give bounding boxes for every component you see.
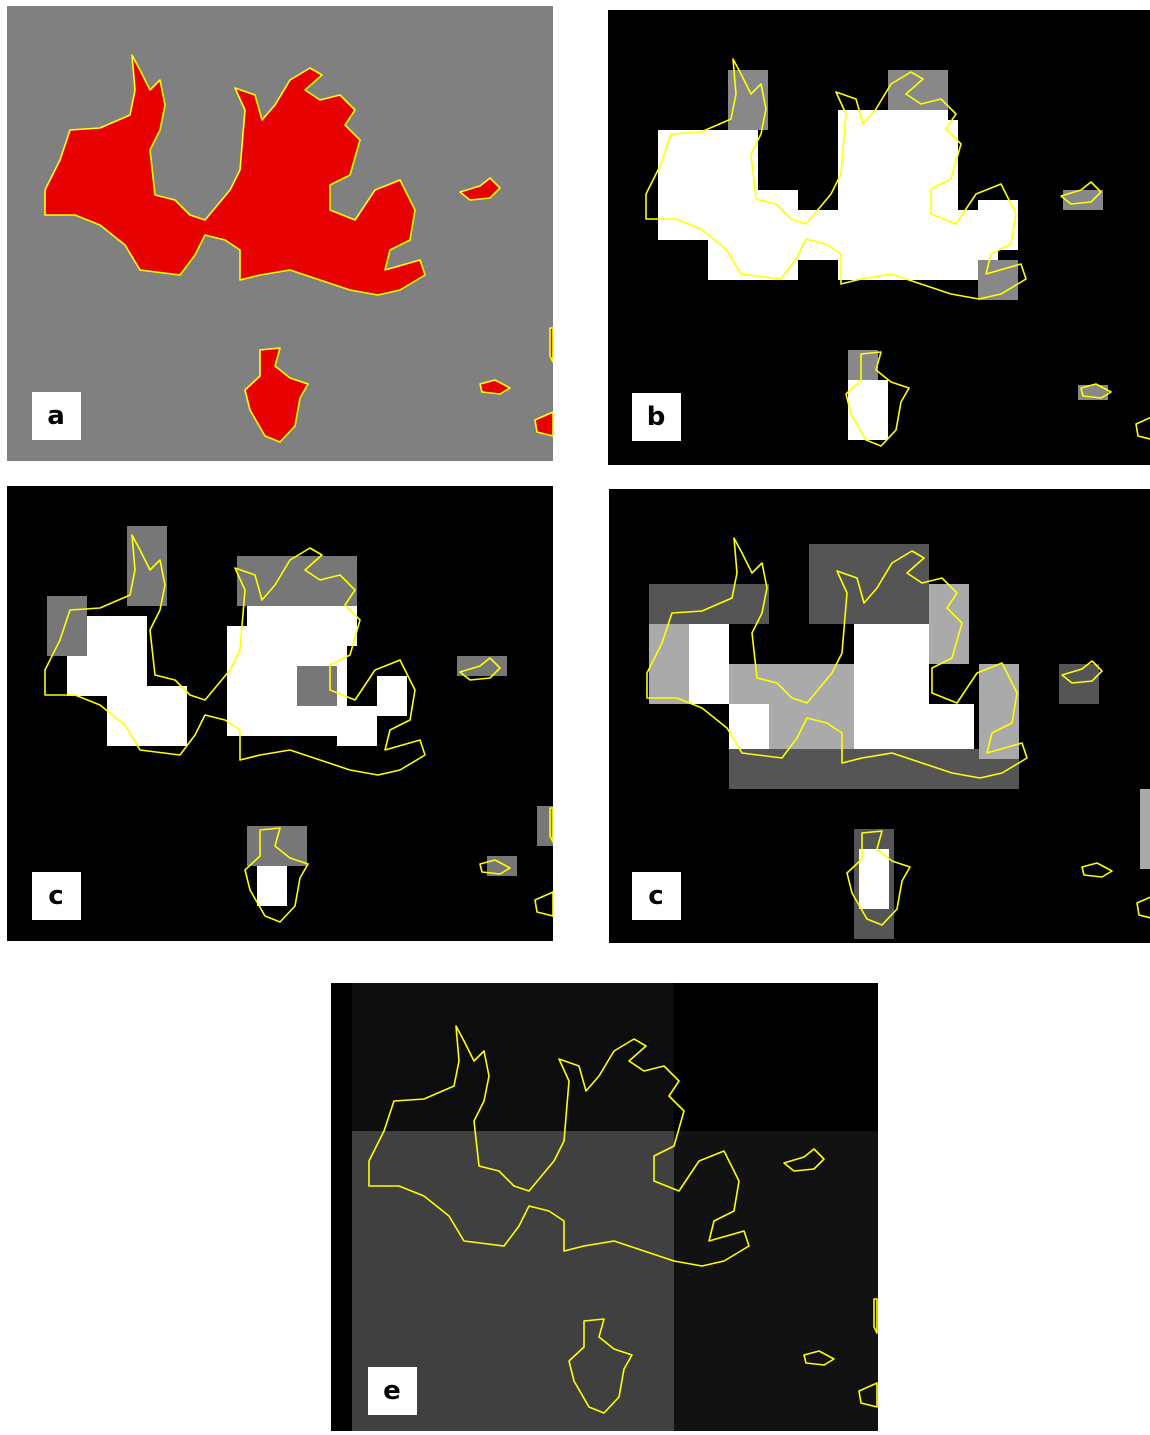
panel-d: c <box>609 489 1150 943</box>
panel-label: e <box>383 1376 401 1406</box>
panel-a: a <box>7 6 553 461</box>
panel-label: a <box>47 401 65 431</box>
panel-label: c <box>48 881 63 911</box>
panel-label: c <box>648 881 663 911</box>
panel-b: b <box>608 10 1150 465</box>
panel-label: b <box>647 402 666 432</box>
panel-c: c <box>7 486 553 941</box>
figure: a b <box>0 0 1150 1431</box>
panel-e: e <box>331 983 878 1431</box>
